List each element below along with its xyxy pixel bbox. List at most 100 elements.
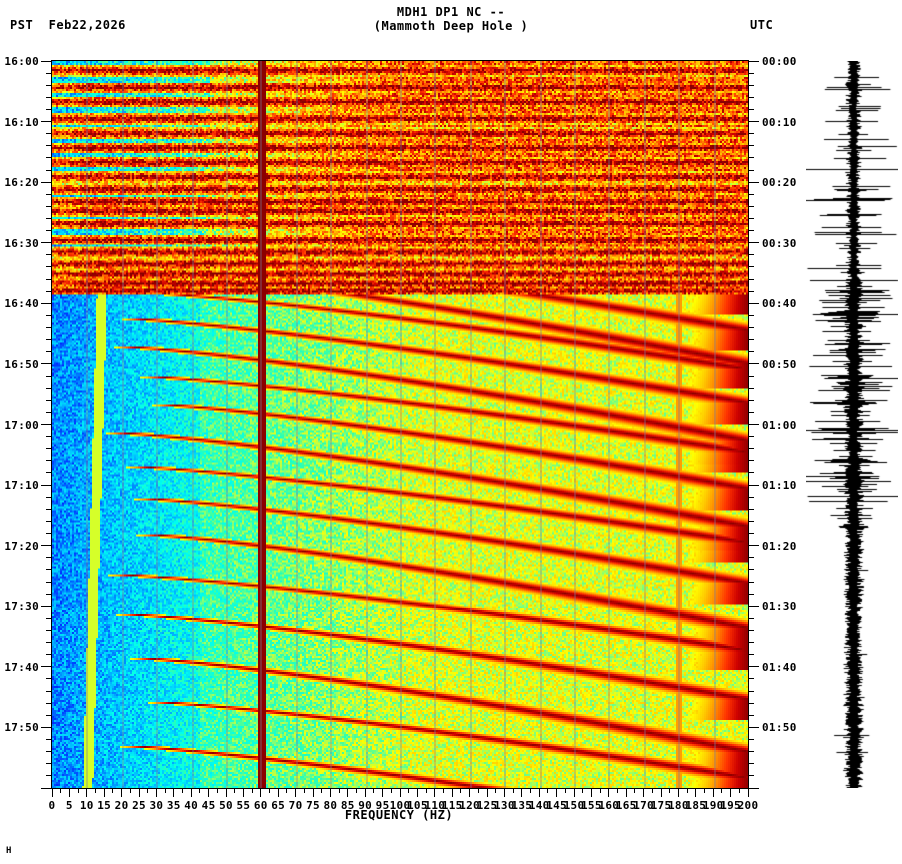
frequency-tick-label: 80 — [323, 799, 338, 812]
frequency-tick-label: 125 — [476, 799, 498, 812]
frequency-tick-label: 10 — [79, 799, 94, 812]
time-minor-tick — [46, 763, 52, 765]
time-minor-tick — [748, 399, 754, 401]
time-minor-tick — [46, 96, 52, 98]
time-major-tick — [748, 60, 759, 62]
right-time-label: 01:10 — [762, 479, 797, 493]
freq-minor-tick — [408, 788, 410, 793]
left-timezone-label: PST — [10, 18, 34, 32]
frequency-tick-label: 110 — [424, 799, 446, 812]
time-minor-tick — [46, 702, 52, 704]
time-minor-tick — [46, 230, 52, 232]
time-minor-tick — [46, 339, 52, 341]
time-minor-tick — [748, 411, 754, 413]
time-minor-tick — [748, 496, 754, 498]
freq-minor-tick — [129, 788, 131, 793]
right-time-label: 00:20 — [762, 176, 797, 190]
frequency-tick-label: 15 — [97, 799, 112, 812]
freq-minor-tick — [164, 788, 166, 793]
time-minor-tick — [748, 72, 754, 74]
frequency-tick-label: 130 — [494, 799, 515, 812]
time-minor-tick — [46, 411, 52, 413]
time-minor-tick — [748, 436, 754, 438]
time-major-tick — [41, 60, 52, 62]
freq-major-tick — [608, 788, 610, 797]
freq-major-tick — [469, 788, 471, 797]
freq-minor-tick — [443, 788, 444, 793]
time-minor-tick — [46, 472, 52, 474]
frequency-tick-label: 40 — [184, 799, 199, 812]
freq-major-tick — [68, 788, 70, 797]
frequency-tick-label: 180 — [668, 799, 689, 812]
right-time-label: 01:50 — [762, 721, 797, 735]
time-minor-tick — [46, 108, 52, 110]
frequency-tick-label: 155 — [581, 799, 602, 812]
spectrogram-canvas[interactable] — [52, 61, 748, 788]
frequency-tick-label: 25 — [132, 799, 146, 812]
frequency-tick-label: 150 — [563, 799, 585, 812]
freq-minor-tick — [77, 788, 79, 793]
frequency-tick-label: 165 — [615, 799, 637, 812]
time-major-tick — [748, 545, 759, 547]
time-minor-tick — [748, 642, 754, 644]
time-major-tick — [41, 181, 52, 183]
time-minor-tick — [748, 387, 754, 389]
freq-major-tick — [277, 788, 279, 797]
time-major-tick — [748, 484, 759, 486]
time-minor-tick — [46, 533, 52, 535]
right-time-label: 01:40 — [762, 660, 797, 674]
frequency-tick-label: 60 — [253, 799, 268, 812]
time-major-tick — [748, 242, 759, 244]
frequency-tick-label: 70 — [288, 799, 303, 812]
freq-minor-tick — [669, 788, 671, 793]
time-minor-tick — [46, 314, 52, 316]
time-major-tick — [748, 726, 759, 728]
time-minor-tick — [46, 593, 52, 595]
time-minor-tick — [748, 557, 754, 559]
left-time-label: 17:50 — [4, 721, 39, 735]
time-minor-tick — [748, 339, 754, 341]
time-major-tick — [748, 605, 759, 607]
freq-major-tick — [103, 788, 105, 797]
left-time-label: 17:00 — [4, 418, 39, 432]
time-minor-tick — [46, 557, 52, 559]
time-major-tick — [41, 424, 52, 425]
freq-minor-tick — [738, 788, 740, 793]
spectrogram-plot[interactable] — [52, 61, 748, 788]
left-time-label: 17:30 — [4, 600, 39, 614]
freq-major-tick — [399, 788, 401, 797]
freq-minor-tick — [512, 788, 514, 793]
seismogram-canvas — [806, 61, 898, 788]
freq-minor-tick — [60, 788, 62, 793]
time-minor-tick — [46, 569, 52, 571]
time-minor-tick — [748, 678, 754, 680]
freq-minor-tick — [495, 788, 497, 793]
time-major-tick — [41, 121, 52, 123]
station-subtitle: (Mammoth Deep Hole ) — [373, 19, 529, 33]
freq-minor-tick — [356, 788, 357, 793]
time-minor-tick — [748, 508, 754, 510]
freq-major-tick — [382, 788, 384, 797]
frequency-tick-label: 30 — [149, 799, 164, 812]
time-minor-tick — [46, 399, 52, 401]
time-minor-tick — [748, 533, 754, 535]
time-major-tick — [41, 726, 52, 728]
freq-minor-tick — [199, 788, 201, 793]
freq-minor-tick — [182, 788, 183, 793]
freq-major-tick — [747, 788, 749, 797]
right-timezone-label: UTC — [750, 18, 774, 32]
freq-major-tick — [695, 788, 697, 797]
frequency-axis-label: FREQUENCY (HZ) — [0, 808, 902, 822]
corner-mark: H — [6, 846, 12, 856]
time-minor-tick — [46, 739, 52, 741]
freq-minor-tick — [425, 788, 427, 793]
freq-minor-tick — [373, 788, 375, 793]
time-minor-tick — [46, 351, 52, 353]
time-minor-tick — [748, 327, 754, 329]
time-minor-tick — [46, 617, 52, 619]
time-minor-tick — [748, 472, 754, 474]
right-time-label: 00:10 — [762, 115, 797, 129]
time-minor-tick — [46, 254, 52, 256]
freq-minor-tick — [564, 788, 566, 793]
right-time-label: 01:00 — [762, 418, 797, 432]
